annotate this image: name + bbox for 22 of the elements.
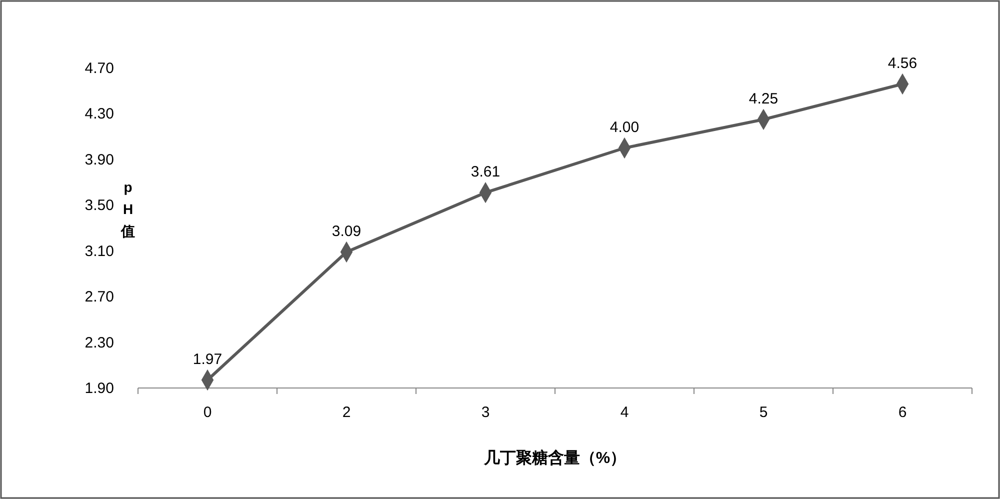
x-tick-label: 6: [898, 404, 907, 421]
y-tick-label: 3.10: [84, 242, 114, 260]
data-label: 3.61: [470, 164, 500, 181]
data-label: 1.97: [192, 351, 222, 368]
data-label: 4.00: [610, 119, 640, 136]
y-tick-label: 4.30: [84, 106, 114, 123]
y-tick-label: 2.70: [84, 288, 114, 306]
y-tick-label: 4.70: [84, 60, 114, 77]
data-label: 4.56: [888, 55, 918, 72]
x-tick-label: 5: [759, 404, 768, 421]
data-label: 3.09: [332, 223, 362, 240]
x-tick-label: 0: [203, 404, 212, 421]
data-label: 4.25: [748, 90, 778, 108]
x-tick-label: 4: [620, 404, 629, 421]
y-tick-label: 3.50: [84, 197, 114, 214]
y-tick-label: 3.90: [84, 151, 114, 168]
y-tick-label: 1.90: [84, 380, 114, 397]
y-axis-title: pH值: [120, 179, 135, 239]
x-axis-title: 几丁聚糖含量（%）: [482, 449, 626, 467]
x-tick-label: 3: [481, 404, 490, 421]
x-tick-label: 2: [342, 404, 351, 421]
y-tick-label: 2.30: [84, 334, 114, 352]
